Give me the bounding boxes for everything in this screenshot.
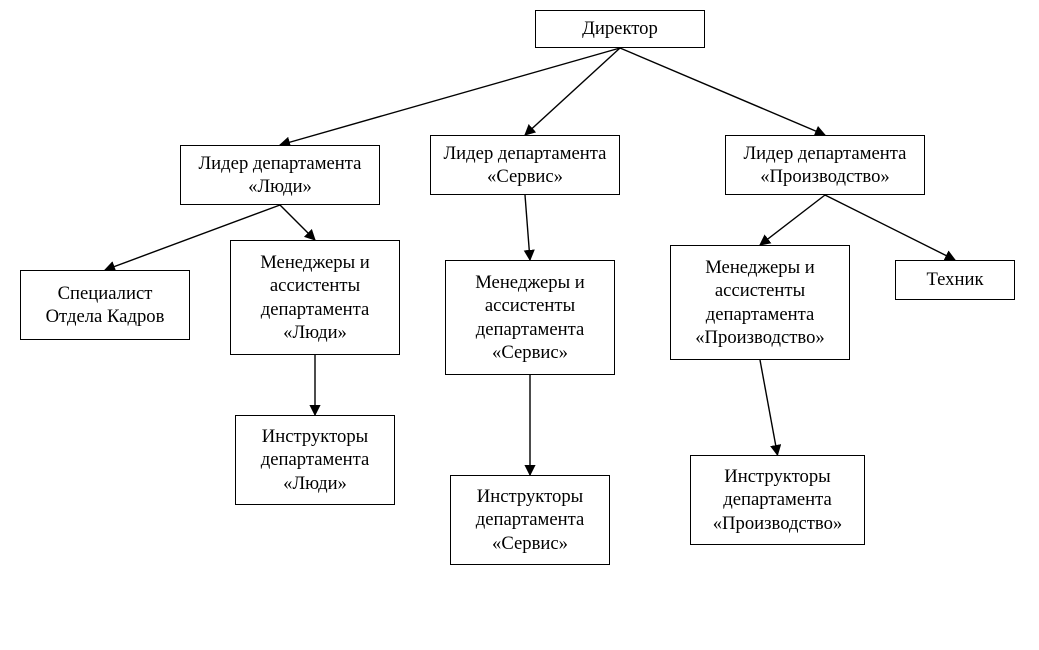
edge-lead_service-mgr_service: [525, 195, 530, 260]
node-director: Директор: [535, 10, 705, 48]
edge-director-lead_service: [525, 48, 620, 135]
node-label: Лидер департамента «Сервис»: [439, 142, 611, 189]
edge-lead_people-mgr_people: [280, 205, 315, 240]
node-label: Менеджеры и ассистенты департамента «Про…: [679, 256, 841, 349]
node-instr_people: Инструкторы департамента «Люди»: [235, 415, 395, 505]
node-lead_people: Лидер департамента «Люди»: [180, 145, 380, 205]
node-label: Специалист Отдела Кадров: [29, 282, 181, 329]
node-label: Менеджеры и ассистенты департамента «Сер…: [454, 271, 606, 364]
node-mgr_service: Менеджеры и ассистенты департамента «Сер…: [445, 260, 615, 375]
edge-mgr_prod-instr_prod: [760, 360, 778, 455]
node-label: Лидер департамента «Производство»: [734, 142, 916, 189]
node-label: Инструкторы департамента «Производство»: [699, 465, 856, 535]
org-chart: Директор Лидер департамента «Люди» Лидер д…: [0, 0, 1039, 650]
node-mgr_prod: Менеджеры и ассистенты департамента «Про…: [670, 245, 850, 360]
node-label: Менеджеры и ассистенты департамента «Люд…: [239, 251, 391, 344]
node-label: Директор: [582, 17, 658, 40]
node-instr_service: Инструкторы департамента «Сервис»: [450, 475, 610, 565]
node-tech: Техник: [895, 260, 1015, 300]
node-lead_service: Лидер департамента «Сервис»: [430, 135, 620, 195]
node-label: Лидер департамента «Люди»: [189, 152, 371, 199]
node-lead_prod: Лидер департамента «Производство»: [725, 135, 925, 195]
node-label: Инструкторы департамента «Сервис»: [459, 485, 601, 555]
node-hr_spec: Специалист Отдела Кадров: [20, 270, 190, 340]
edge-director-lead_people: [280, 48, 620, 145]
node-label: Инструкторы департамента «Люди»: [244, 425, 386, 495]
edge-director-lead_prod: [620, 48, 825, 135]
node-label: Техник: [926, 268, 983, 291]
node-instr_prod: Инструкторы департамента «Производство»: [690, 455, 865, 545]
edge-lead_prod-mgr_prod: [760, 195, 825, 245]
node-mgr_people: Менеджеры и ассистенты департамента «Люд…: [230, 240, 400, 355]
